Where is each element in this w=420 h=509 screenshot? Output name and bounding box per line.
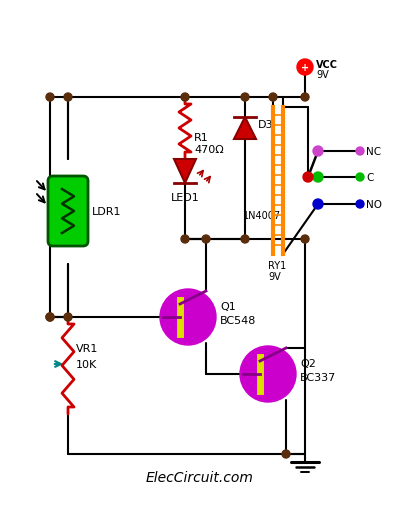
Circle shape xyxy=(240,346,296,402)
Text: C: C xyxy=(366,173,373,183)
Text: VCC: VCC xyxy=(316,60,338,70)
Text: BC337: BC337 xyxy=(300,372,336,382)
Circle shape xyxy=(181,94,189,102)
Circle shape xyxy=(303,173,313,183)
Text: 470Ω: 470Ω xyxy=(194,145,224,155)
Circle shape xyxy=(241,94,249,102)
Circle shape xyxy=(46,314,54,321)
Text: Q1: Q1 xyxy=(220,301,236,312)
Circle shape xyxy=(313,173,323,183)
Circle shape xyxy=(301,236,309,243)
Text: D3: D3 xyxy=(258,120,273,130)
Text: RY1: RY1 xyxy=(268,261,286,270)
Text: VR1: VR1 xyxy=(76,344,98,353)
Circle shape xyxy=(282,450,290,458)
Circle shape xyxy=(160,290,216,345)
Text: NC: NC xyxy=(366,147,381,157)
Circle shape xyxy=(313,200,323,210)
Text: 10K: 10K xyxy=(76,359,97,369)
Circle shape xyxy=(356,174,364,182)
Text: +: + xyxy=(301,63,309,73)
Text: 1N4007: 1N4007 xyxy=(243,211,281,220)
Text: R1: R1 xyxy=(194,133,209,143)
Circle shape xyxy=(64,314,72,321)
Text: BC548: BC548 xyxy=(220,316,256,325)
Circle shape xyxy=(297,60,313,76)
Circle shape xyxy=(313,147,323,157)
Text: 9V: 9V xyxy=(268,271,281,281)
Circle shape xyxy=(46,94,54,102)
Text: LED1: LED1 xyxy=(171,192,200,203)
Circle shape xyxy=(269,94,277,102)
Text: LDR1: LDR1 xyxy=(92,207,121,216)
Text: ElecCircuit.com: ElecCircuit.com xyxy=(146,470,254,484)
Circle shape xyxy=(241,236,249,243)
Text: NO: NO xyxy=(366,200,382,210)
Circle shape xyxy=(181,236,189,243)
Text: 9V: 9V xyxy=(316,70,329,80)
Circle shape xyxy=(356,201,364,209)
FancyBboxPatch shape xyxy=(48,177,88,246)
Circle shape xyxy=(46,314,54,321)
Polygon shape xyxy=(174,160,196,184)
Polygon shape xyxy=(234,118,256,140)
Circle shape xyxy=(64,94,72,102)
Text: Q2: Q2 xyxy=(300,358,316,369)
Circle shape xyxy=(301,94,309,102)
Circle shape xyxy=(356,148,364,156)
Circle shape xyxy=(202,236,210,243)
